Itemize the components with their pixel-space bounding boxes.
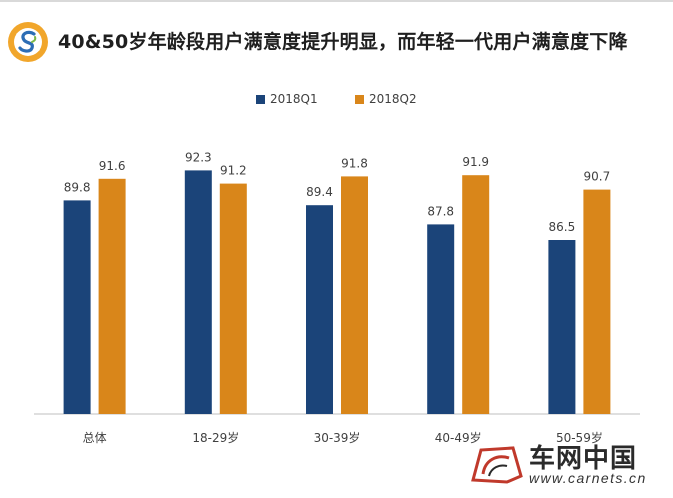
bar-q2-4 bbox=[583, 189, 611, 414]
page-title: 40&50岁年龄段用户满意度提升明显，而年轻一代用户满意度下降 bbox=[58, 31, 628, 53]
x-tick-label-2: 30-39岁 bbox=[314, 430, 361, 445]
data-label-q1-1: 92.3 bbox=[185, 150, 212, 164]
bar-q2-0 bbox=[98, 178, 126, 414]
data-label-q1-4: 86.5 bbox=[549, 220, 576, 234]
legend-swatch-q2 bbox=[355, 94, 364, 104]
bar-q1-2 bbox=[306, 205, 333, 414]
bar-q1-3 bbox=[427, 224, 455, 414]
data-label-q2-1: 91.2 bbox=[220, 164, 247, 178]
bar-q1-4 bbox=[548, 240, 576, 414]
data-label-q1-0: 89.8 bbox=[64, 180, 91, 194]
bar-q2-2 bbox=[341, 176, 368, 414]
data-label-q1-2: 89.4 bbox=[306, 185, 333, 199]
legend-label-q2: 2018Q2 bbox=[369, 92, 417, 106]
bar-q2-3 bbox=[462, 175, 490, 414]
legend-label-q1: 2018Q1 bbox=[270, 92, 318, 106]
brand-logo-icon bbox=[8, 22, 48, 62]
watermark-url: www.carnets.cn bbox=[529, 470, 647, 486]
carnets-logo-icon bbox=[471, 446, 523, 484]
top-divider bbox=[0, 0, 673, 2]
legend-item-q1: 2018Q1 bbox=[256, 92, 318, 106]
header: 40&50岁年龄段用户满意度提升明显，而年轻一代用户满意度下降 bbox=[0, 14, 673, 70]
chart-legend: 2018Q1 2018Q2 bbox=[0, 92, 673, 112]
watermark: 车网中国 www.carnets.cn bbox=[467, 438, 667, 492]
x-tick-label-4: 50-59岁 bbox=[556, 430, 603, 445]
bar-q1-1 bbox=[184, 170, 212, 414]
bar-q2-1 bbox=[219, 183, 247, 414]
data-label-q2-3: 91.9 bbox=[462, 155, 489, 169]
data-label-q2-2: 91.8 bbox=[341, 156, 368, 170]
data-label-q2-4: 90.7 bbox=[584, 170, 611, 184]
legend-item-q2: 2018Q2 bbox=[355, 92, 417, 106]
x-tick-label-0: 总体 bbox=[83, 431, 107, 445]
legend-swatch-q1 bbox=[256, 94, 265, 104]
watermark-brand: 车网中国 bbox=[529, 444, 638, 474]
data-label-q1-3: 87.8 bbox=[427, 204, 454, 218]
x-tick-label-3: 40-49岁 bbox=[435, 430, 482, 445]
x-tick-label-1: 18-29岁 bbox=[192, 430, 239, 445]
data-label-q2-0: 91.6 bbox=[99, 159, 126, 173]
bar-q1-0 bbox=[63, 200, 91, 414]
